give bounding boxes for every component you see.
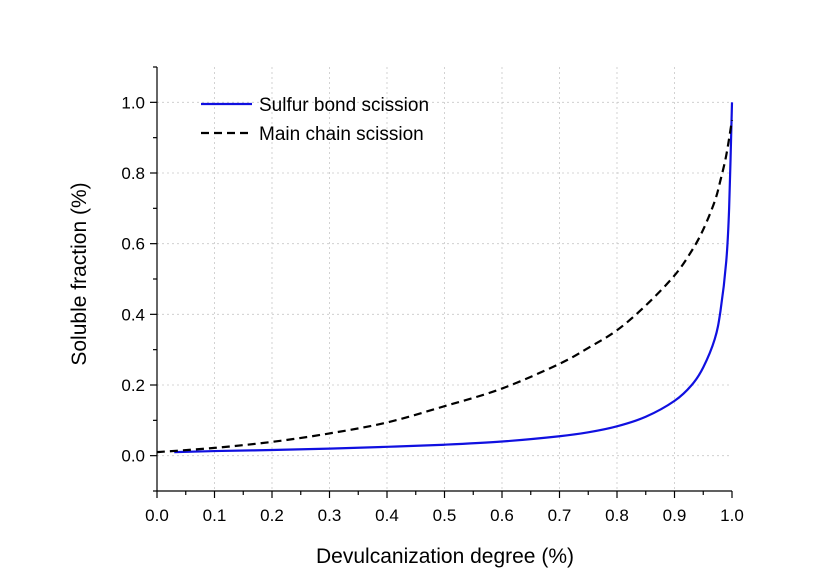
x-tick-label: 0.1 bbox=[203, 506, 227, 525]
x-axis-title: Devulcanization degree (%) bbox=[316, 545, 574, 568]
x-tick-label: 0.6 bbox=[490, 506, 514, 525]
y-tick-label: 1.0 bbox=[121, 93, 145, 112]
legend: Sulfur bond scission Main chain scission bbox=[201, 95, 429, 145]
series-layer bbox=[156, 102, 734, 454]
x-tick-label: 0.9 bbox=[663, 506, 687, 525]
axes: 0.0 0.1 0.2 0.3 0.4 0.5 0.6 0.7 0.8 0.9 1.0 0.0 0.2 0… bbox=[121, 66, 744, 525]
grid bbox=[157, 67, 732, 492]
y-tick-label: 0.0 bbox=[121, 447, 145, 466]
x-tick-label: 0.5 bbox=[433, 506, 457, 525]
legend-label: Sulfur bond scission bbox=[259, 95, 429, 116]
x-tick-label: 0.2 bbox=[260, 506, 284, 525]
y-tick-label: 0.2 bbox=[121, 376, 145, 395]
legend-label: Main chain scission bbox=[259, 124, 424, 145]
x-tick-label: 1.0 bbox=[720, 506, 744, 525]
y-tick-label: 0.8 bbox=[121, 164, 145, 183]
x-tick-label: 0.4 bbox=[375, 506, 399, 525]
y-tick-label: 0.6 bbox=[121, 235, 145, 254]
series-line-sulfur-bond-scission bbox=[174, 102, 734, 454]
y-axis-title: Soluble fraction (%) bbox=[68, 182, 91, 365]
x-tick-label: 0.3 bbox=[318, 506, 342, 525]
x-tick-label: 0.7 bbox=[548, 506, 572, 525]
x-tick-label: 0.0 bbox=[145, 506, 169, 525]
y-tick-label: 0.4 bbox=[121, 305, 145, 324]
x-tick-label: 0.8 bbox=[605, 506, 629, 525]
